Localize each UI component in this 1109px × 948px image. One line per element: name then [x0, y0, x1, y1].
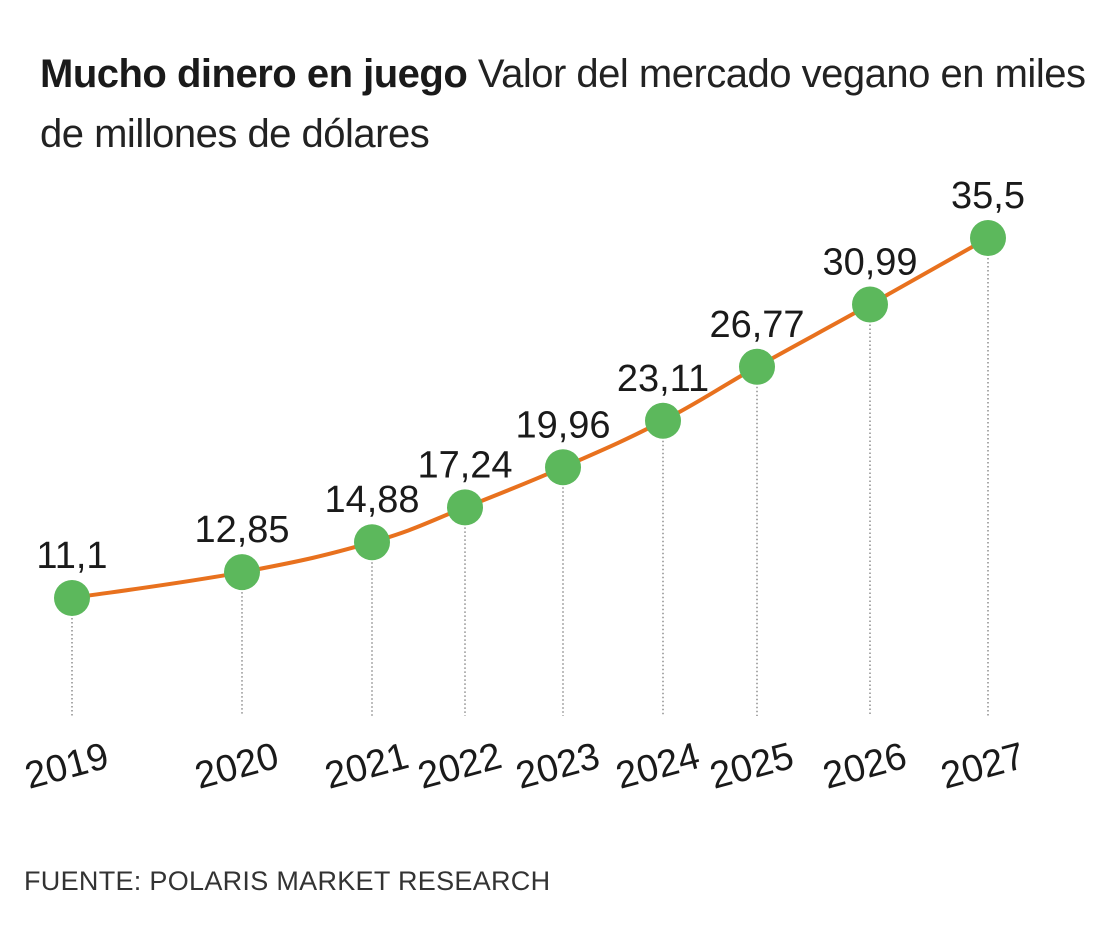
- data-point-2020: [224, 554, 260, 591]
- x-tick-label-2024: 2024: [612, 735, 705, 797]
- data-point-2021: [354, 524, 390, 561]
- data-label-2019: 11,1: [36, 535, 107, 577]
- data-point-2023: [545, 449, 581, 486]
- data-label-2027: 35,5: [951, 175, 1025, 217]
- chart-subtitle: Valor del mercado vegano en miles de mil…: [40, 52, 1086, 156]
- data-label-2021: 14,88: [324, 479, 419, 521]
- data-label-2022: 17,24: [417, 444, 512, 486]
- data-point-2022: [447, 489, 483, 526]
- x-tick-label-2026: 2026: [819, 735, 912, 797]
- data-label-2024: 23,11: [617, 358, 709, 400]
- x-tick-label-2022: 2022: [414, 735, 507, 797]
- x-tick-label-2021: 2021: [321, 735, 414, 797]
- x-tick-label-2020: 2020: [191, 735, 284, 797]
- data-markers: [54, 220, 1006, 616]
- data-label-2025: 26,77: [709, 304, 804, 346]
- guide-lines: [71, 238, 989, 716]
- data-point-2025: [739, 348, 775, 385]
- data-point-2024: [645, 402, 681, 439]
- source-note: FUENTE: POLARIS MARKET RESEARCH: [24, 866, 551, 896]
- x-tick-label-2027: 2027: [937, 735, 1030, 797]
- data-label-2023: 19,96: [515, 404, 610, 446]
- chart-title: Mucho dinero en juego: [40, 52, 468, 96]
- x-tick-label-2019: 2019: [21, 735, 114, 797]
- x-tick-labels: 2019 2020 2021 2022 2023 2024 2025 2026 2027: [21, 735, 1030, 797]
- x-tick-label-2025: 2025: [706, 735, 799, 797]
- chart-title-block: Mucho dinero en juego Valor del mercado …: [40, 44, 1090, 164]
- data-label-2026: 30,99: [822, 242, 917, 284]
- data-point-2026: [852, 286, 888, 323]
- x-tick-label-2023: 2023: [512, 735, 605, 797]
- data-point-2027: [970, 220, 1006, 256]
- data-label-2020: 12,85: [194, 509, 289, 551]
- data-point-2019: [54, 580, 90, 616]
